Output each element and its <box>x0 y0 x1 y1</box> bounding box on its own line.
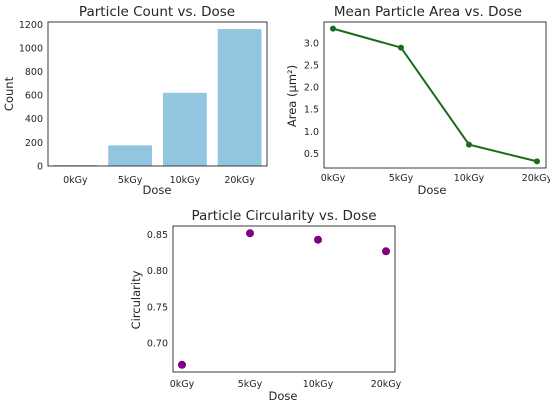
y-tick-label: 200 <box>25 138 43 149</box>
x-tick-label: 20kGy <box>522 173 550 184</box>
x-axis-label: Dose <box>418 183 447 197</box>
y-tick-label: 0.75 <box>147 302 168 313</box>
x-tick-label: 5kGy <box>118 175 143 186</box>
point-5kGy <box>246 229 254 238</box>
bar-chart-count: Particle Count vs. Dose Dose Count 0 200 4… <box>2 4 268 197</box>
plot-frame <box>172 225 396 373</box>
y-tick-label: 400 <box>25 114 43 125</box>
y-axis-label: Circularity <box>129 270 143 329</box>
point-20kGy <box>534 158 540 165</box>
y-tick-label: 0.5 <box>304 149 319 160</box>
bar-20kGy <box>217 29 262 166</box>
y-tick-label: 0.80 <box>147 266 168 277</box>
point-10kGy <box>314 235 322 244</box>
x-tick-label: 0kGy <box>321 173 346 184</box>
y-tick-label: 3.0 <box>304 39 319 50</box>
y-tick-label: 0.85 <box>147 230 168 241</box>
x-tick-label: 0kGy <box>170 379 195 390</box>
line-chart-area: Mean Particle Area vs. Dose Dose Area (µ… <box>285 4 550 197</box>
plot-frame <box>47 21 268 167</box>
x-tick-label: 20kGy <box>371 379 402 390</box>
y-tick-label: 1.5 <box>304 105 319 116</box>
x-tick-label: 5kGy <box>238 379 263 390</box>
y-tick-label: 0 <box>37 161 43 172</box>
chart-title: Particle Circularity vs. Dose <box>191 208 376 224</box>
bar-5kGy <box>108 145 153 166</box>
y-axis-label: Count <box>2 76 16 111</box>
bar-10kGy <box>162 92 207 166</box>
x-tick-label: 10kGy <box>170 175 201 186</box>
x-tick-label: 10kGy <box>454 173 485 184</box>
x-tick-label: 10kGy <box>303 379 334 390</box>
x-axis-label: Dose <box>143 183 172 197</box>
x-tick-label: 20kGy <box>224 175 255 186</box>
y-tick-label: 0.70 <box>147 338 168 349</box>
plot-frame <box>323 21 547 169</box>
y-tick-label: 1200 <box>19 20 43 31</box>
chart-title: Mean Particle Area vs. Dose <box>334 4 522 20</box>
y-tick-label: 2.5 <box>304 61 319 72</box>
y-tick-label: 1.0 <box>304 127 319 138</box>
y-tick-label: 2.0 <box>304 83 319 94</box>
y-tick-label: 600 <box>25 91 43 102</box>
x-axis-label: Dose <box>269 389 298 403</box>
point-10kGy <box>466 141 472 148</box>
chart-title: Particle Count vs. Dose <box>79 4 235 20</box>
x-tick-label: 0kGy <box>63 175 88 186</box>
series-line <box>332 27 538 163</box>
point-5kGy <box>398 44 404 51</box>
point-20kGy <box>382 247 390 256</box>
y-tick-label: 800 <box>25 67 43 78</box>
bar-0kGy <box>53 165 98 166</box>
point-0kGy <box>330 25 336 32</box>
x-tick-label: 5kGy <box>389 173 414 184</box>
y-axis-label: Area (µm²) <box>285 65 299 127</box>
y-tick-label: 1000 <box>19 43 43 54</box>
scatter-chart-circularity: Particle Circularity vs. Dose Dose Circu… <box>129 208 402 403</box>
point-0kGy <box>178 360 186 369</box>
